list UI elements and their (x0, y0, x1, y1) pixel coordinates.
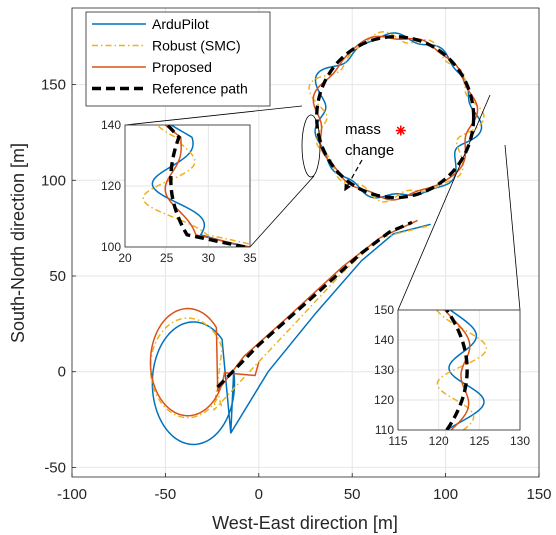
inset-1-robust-smc- (142, 125, 250, 245)
zoom-connector-1a (124, 105, 303, 126)
x-tick-100: 100 (433, 486, 458, 503)
inset-1-x-tick-30: 30 (202, 251, 216, 265)
y-tick-50: 50 (49, 268, 66, 285)
x-tick-150: 150 (526, 486, 551, 503)
series-reference-path-segment-0 (216, 220, 413, 389)
y-tick--50: -50 (44, 459, 66, 476)
x-tick-0: 0 (255, 486, 263, 503)
series-proposed-segment-0 (149, 219, 418, 417)
inset-1-x-tick-25: 25 (160, 251, 174, 265)
x-tick--100: -100 (57, 486, 87, 503)
inset-2-y-tick-110: 110 (375, 423, 394, 437)
inset-2-x-tick-115: 115 (388, 434, 407, 448)
y-tick-150: 150 (41, 77, 66, 94)
inset-2-x-tick-130: 130 (510, 434, 530, 448)
annotation-mass: mass (345, 121, 381, 138)
legend-label-ardupilot: ArduPilot (152, 16, 209, 32)
inset-1-tick-labels: 20 25 30 35 100 120 140 (101, 118, 257, 265)
inset-2-curves (435, 310, 488, 430)
zoom-ellipse (301, 114, 321, 178)
y-tick-100: 100 (41, 172, 66, 189)
plot-curves (149, 31, 485, 446)
series-robust-smc--segment-1 (308, 31, 485, 203)
series-proposed-segment-1 (312, 35, 479, 201)
inset-2-y-tick-150: 150 (374, 303, 394, 317)
inset-2-ardupilot (446, 310, 485, 430)
inset-2-robust-smc- (435, 310, 488, 430)
inset-2-x-tick-125: 125 (469, 434, 489, 448)
legend-label-robust-smc-: Robust (SMC) (152, 38, 241, 54)
legend-box (85, 11, 271, 107)
y-axis-label: South-North direction [m] (8, 143, 28, 343)
inset-2-reference-path (445, 310, 469, 430)
inset-2-x-tick-120: 120 (429, 434, 449, 448)
inset-1-proposed (164, 125, 250, 247)
inset-2-y-tick-130: 130 (374, 363, 394, 377)
inset-1-curves (142, 125, 250, 247)
x-tick-50: 50 (344, 486, 361, 503)
x-tick--50: -50 (155, 486, 177, 503)
zoom-connector-1b (249, 175, 315, 248)
legend-label-proposed: Proposed (152, 59, 212, 75)
series-ardupilot-segment-0 (151, 223, 431, 446)
inset-1-ardupilot (151, 125, 246, 247)
inset-2-box (397, 309, 521, 431)
zoom-connector-2b (504, 144, 521, 311)
zoom-connector-2a (397, 94, 491, 311)
inset-2-proposed (444, 310, 471, 430)
axes-box (71, 7, 540, 478)
inset-1-x-tick-35: 35 (243, 251, 257, 265)
annotation-change: change (345, 142, 394, 159)
inset-1-y-tick-120: 120 (101, 179, 121, 193)
annotation-arrow (344, 159, 363, 192)
inset-1-box (124, 124, 251, 248)
mass-change-marker (395, 125, 406, 136)
x-axis-label: West-East direction [m] (212, 513, 398, 533)
y-tick-0: 0 (58, 364, 66, 381)
legend-label-reference-path: Reference path (152, 81, 248, 97)
inset-2-y-tick-140: 140 (374, 333, 394, 347)
inset-1-y-tick-140: 140 (101, 118, 121, 132)
inset-1-x-tick-20: 20 (118, 251, 132, 265)
inset-2-y-tick-120: 120 (374, 393, 394, 407)
inset-2-tick-labels: 115 120 125 130 110 120 130 140 150 (374, 303, 530, 448)
inset-1-y-tick-100: 100 (101, 240, 121, 254)
tick-labels: -100 -50 0 50 100 150 -50 0 50 100 150 (41, 77, 552, 503)
legend: ArduPilot Robust (SMC) Proposed Reference p… (85, 11, 271, 107)
